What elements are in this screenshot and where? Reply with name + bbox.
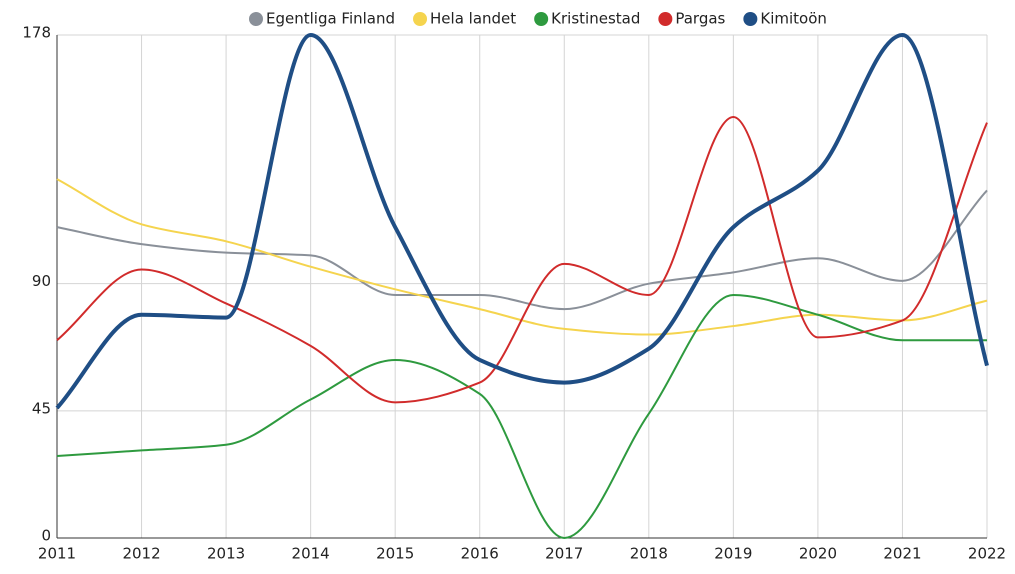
x-tick-label: 2021 xyxy=(883,545,921,563)
line-series xyxy=(56,189,988,311)
x-tick-label: 2017 xyxy=(545,545,583,563)
line-series xyxy=(56,293,987,540)
x-tick-label: 2014 xyxy=(292,545,330,563)
y-tick-label: 90 xyxy=(32,272,51,290)
x-tick-label: 2022 xyxy=(968,545,1006,563)
legend-label: Hela landet xyxy=(430,10,516,28)
legend-label: Kimitoön xyxy=(760,10,827,28)
line-series xyxy=(55,32,989,410)
x-tick-label: 2015 xyxy=(376,545,414,563)
legend-label: Pargas xyxy=(675,10,725,28)
x-tick-label: 2013 xyxy=(207,545,245,563)
x-tick-label: 2019 xyxy=(714,545,752,563)
y-tick-label: 0 xyxy=(41,527,51,545)
x-tick-label: 2012 xyxy=(122,545,160,563)
y-tick-label: 178 xyxy=(22,24,51,42)
line-series xyxy=(56,178,988,336)
legend-marker xyxy=(249,12,263,26)
legend-marker xyxy=(743,12,758,26)
x-tick-label: 2020 xyxy=(799,545,837,563)
legend-marker xyxy=(413,12,428,26)
legend-label: Egentliga Finland xyxy=(266,10,395,28)
x-tick-label: 2016 xyxy=(461,545,499,563)
legend-label: Kristinestad xyxy=(551,10,640,28)
x-tick-label: 2011 xyxy=(38,545,76,563)
line-series xyxy=(56,115,988,404)
x-tick-label: 2018 xyxy=(630,545,668,563)
legend-marker xyxy=(534,12,549,26)
legend-marker xyxy=(658,12,673,26)
y-tick-label: 45 xyxy=(32,399,51,417)
